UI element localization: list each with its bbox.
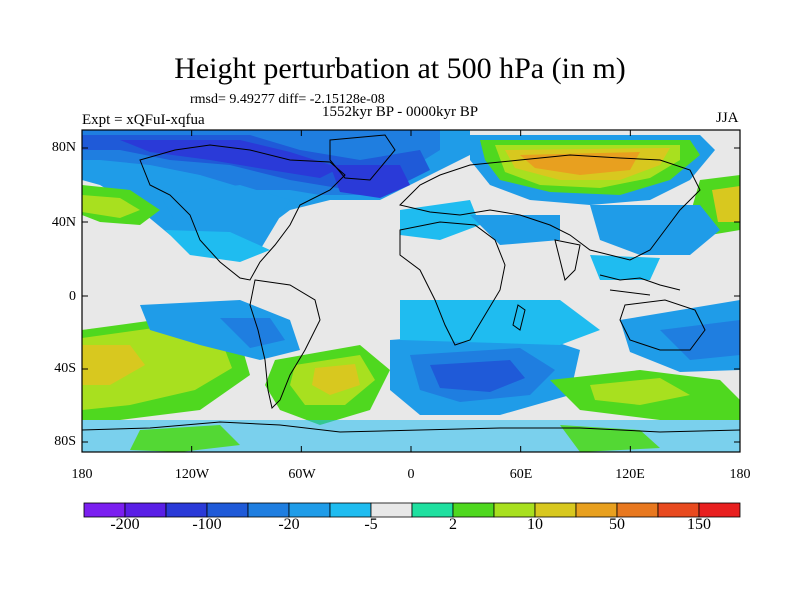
x-tick-label: 60W	[288, 467, 316, 482]
colorbar-swatch	[165, 502, 208, 518]
y-tick-label: 80N	[51, 140, 76, 155]
colorbar-swatch	[411, 502, 454, 518]
colorbar-swatch	[247, 502, 290, 518]
coastline-indonesia	[599, 274, 681, 296]
coastline-madagascar	[512, 304, 526, 331]
colorbar-swatch	[616, 502, 659, 518]
contour-field	[82, 130, 740, 452]
north-pacific-positive-west-core	[82, 195, 140, 218]
coastline-australia	[619, 299, 706, 351]
figure-title: Height perturbation at 500 hPa (in m)	[174, 52, 626, 85]
asia-midlat-negative	[590, 205, 720, 255]
y-tick-label: 80S	[54, 434, 76, 449]
south-pacific-positive-edge	[82, 318, 250, 420]
stats-text: rmsd= 9.49277 diff= -2.15128e-08	[190, 92, 385, 107]
season-label: JJA	[716, 110, 739, 126]
colorbar-swatch	[534, 502, 577, 518]
colorbar-label: 50	[609, 516, 625, 533]
asia-midlat-cyan	[590, 255, 660, 280]
south-pacific-negative-core	[220, 318, 285, 348]
colorbar-label: 2	[449, 516, 457, 533]
north-atlantic-low	[330, 165, 410, 198]
colorbar-label: -20	[278, 516, 300, 533]
colorbar-swatch	[83, 502, 126, 518]
colorbar-swatch	[370, 502, 413, 518]
colorbar-label: 150	[687, 516, 711, 533]
y-tick-label: 0	[69, 289, 76, 304]
colorbar-swatch	[452, 502, 495, 518]
y-tick-label: 40N	[51, 215, 76, 230]
colorbar-label: -100	[192, 516, 222, 533]
x-tick-label: 60E	[509, 467, 533, 482]
x-tick-label: 180	[71, 467, 93, 482]
colorbar-swatch	[329, 502, 372, 518]
antarctic-green-patches	[130, 425, 660, 452]
coastline-africa	[399, 221, 506, 346]
x-tick-label: 120E	[615, 467, 645, 482]
colorbar-swatch	[493, 502, 536, 518]
colorbar-swatch	[575, 502, 618, 518]
coastline-india	[554, 239, 581, 281]
south-indian-positive-core	[590, 378, 690, 405]
colorbar-swatch	[698, 502, 741, 518]
coastline-antarctica	[82, 421, 740, 433]
coastline-south-america	[249, 279, 321, 409]
colorbar	[83, 502, 741, 518]
y-tick-label: 40S	[54, 361, 76, 376]
colorbar-swatch	[657, 502, 700, 518]
coastline-eurasia	[399, 154, 701, 261]
ne-pacific-positive-core	[712, 186, 740, 222]
x-tick-label: 120W	[174, 467, 210, 482]
colorbar-label: -5	[364, 516, 378, 533]
axis-ticks	[81, 130, 741, 452]
south-pacific-positive-core	[82, 345, 145, 385]
colorbar-label: -200	[110, 516, 140, 533]
north-america-negative-core	[165, 230, 270, 262]
colorbar-label: 10	[527, 516, 543, 533]
south-atlantic-positive-max	[312, 364, 360, 395]
south-indian-negative-max	[430, 360, 525, 392]
coastline-greenland	[329, 134, 396, 181]
period-label: 1552kyr BP - 0000kyr BP	[322, 104, 479, 120]
colorbar-swatch	[288, 502, 331, 518]
x-tick-label: 0	[407, 467, 415, 482]
experiment-label: Expt = xQFuI-xqfua	[82, 112, 205, 128]
x-tick-label: 180	[729, 467, 751, 482]
colorbar-swatch	[124, 502, 167, 518]
coastline-north-america	[139, 144, 346, 281]
coastlines	[82, 134, 740, 433]
colorbar-swatch	[206, 502, 249, 518]
indian-ocean-cyan	[400, 300, 600, 345]
